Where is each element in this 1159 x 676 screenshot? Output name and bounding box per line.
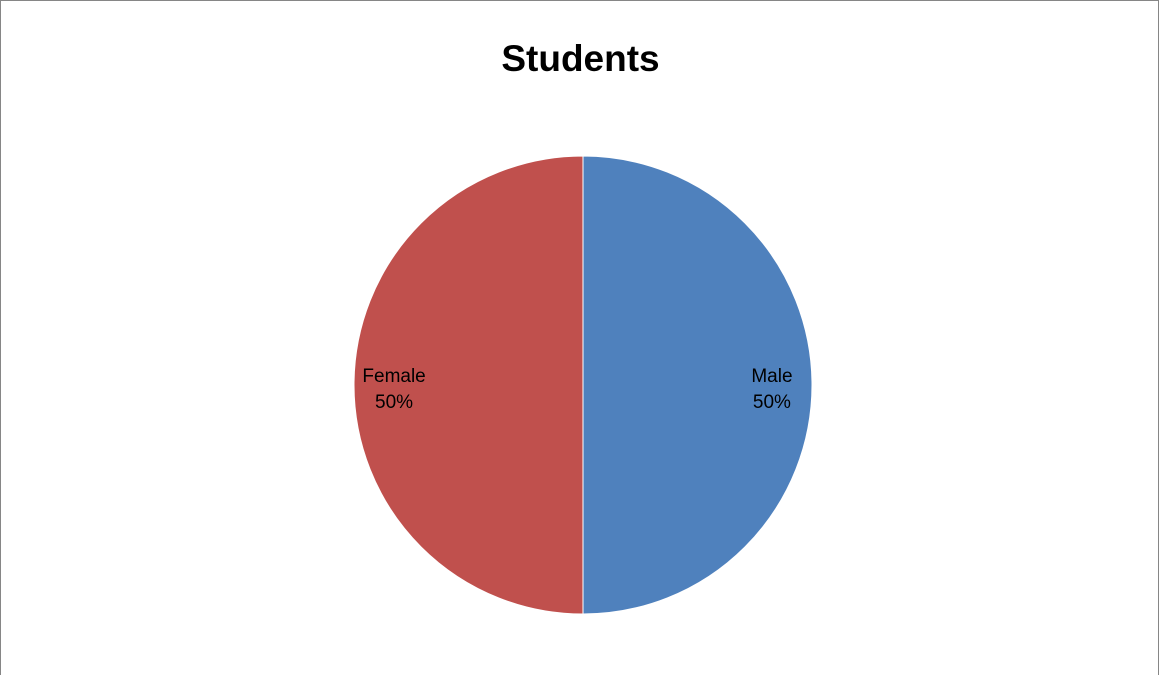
slice-label-male-percent: 50% xyxy=(753,392,791,413)
chart-title: Students xyxy=(501,38,660,79)
slice-label-female-name: Female xyxy=(362,366,425,387)
pie-slice-female xyxy=(353,155,584,615)
slice-label-female-percent: 50% xyxy=(375,392,413,413)
slice-label-male-name: Male xyxy=(751,366,792,387)
pie-slice-male xyxy=(582,155,813,615)
